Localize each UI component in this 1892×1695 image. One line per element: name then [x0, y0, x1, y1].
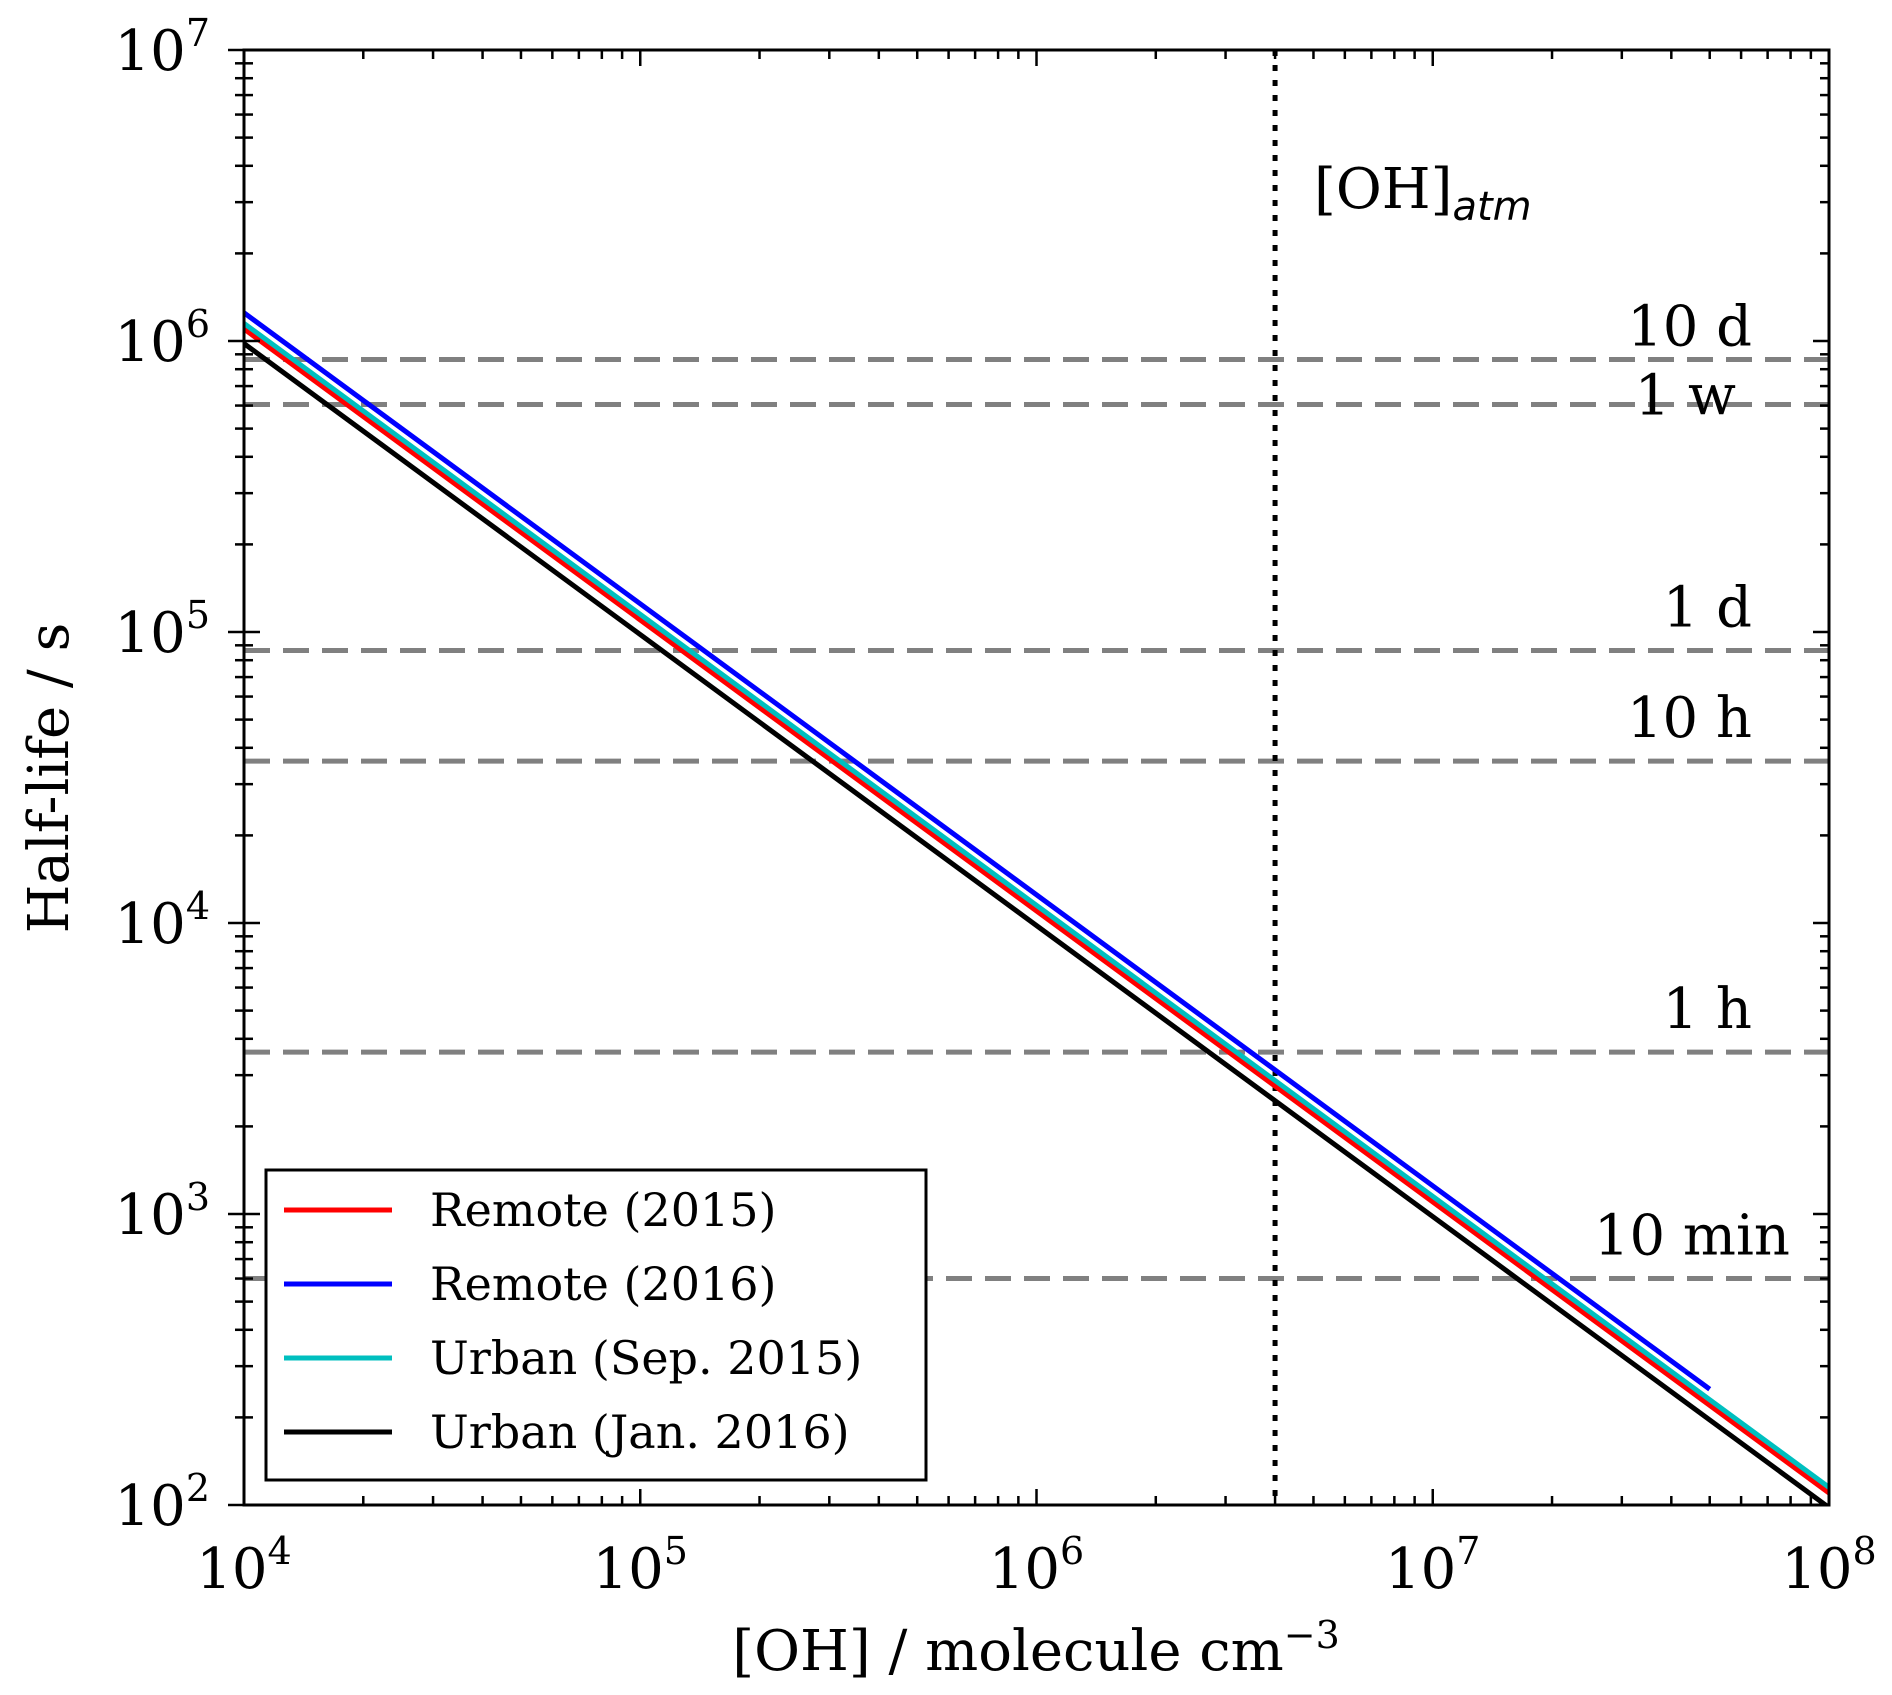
legend: Remote (2015) Remote (2016) Urban (Sep. 20…	[264, 1168, 928, 1482]
oh-atm-label: [OH]atm	[1314, 157, 1532, 230]
axis-ticks	[228, 48, 1831, 1507]
reference-line-label-4: 1 h	[1663, 977, 1753, 1042]
axis-tick-labels: 104 105 106 107 108 102 103 104 105 106 107	[115, 11, 1877, 1602]
x-tick-label-4: 108	[1781, 1529, 1876, 1602]
x-tick-label-2: 106	[989, 1529, 1084, 1602]
y-tick-label-3: 105	[115, 593, 210, 666]
reference-lines	[244, 356, 1829, 1282]
y-tick-label-5: 107	[115, 11, 210, 84]
legend-label-2: Urban (Sep. 2015)	[430, 1331, 862, 1385]
y-tick-label-4: 106	[115, 302, 210, 375]
legend-label-3: Urban (Jan. 2016)	[430, 1405, 850, 1459]
series-line-1	[244, 310, 1712, 1392]
series-line-2	[244, 321, 1829, 1490]
reference-line-label-1: 1 w	[1635, 364, 1736, 429]
reference-line-label-0: 10 d	[1627, 294, 1752, 359]
reference-line-labels: 10 d1 w 1 d 10 h 1 h 10 min	[1594, 294, 1790, 1268]
y-axis-title: Half-life / s	[17, 623, 82, 934]
legend-label-0: Remote (2015)	[430, 1183, 776, 1237]
series-line-3	[244, 341, 1829, 1505]
reference-line-label-3: 10 h	[1627, 686, 1752, 751]
x-tick-label-0: 104	[196, 1529, 291, 1602]
reference-line-label-2: 1 d	[1663, 575, 1752, 640]
y-tick-label-1: 103	[115, 1175, 210, 1248]
x-tick-label-3: 107	[1385, 1529, 1480, 1602]
y-tick-label-0: 102	[115, 1466, 210, 1539]
legend-label-1: Remote (2016)	[430, 1257, 776, 1311]
legend-box	[264, 1168, 928, 1482]
series-lines	[244, 310, 1829, 1505]
reference-line-label-5: 10 min	[1594, 1204, 1790, 1269]
series-line-0	[244, 326, 1829, 1495]
y-tick-label-2: 104	[115, 884, 210, 957]
x-axis-title: [OH] / molecule cm−3	[732, 1613, 1340, 1684]
x-tick-label-1: 105	[593, 1529, 688, 1602]
